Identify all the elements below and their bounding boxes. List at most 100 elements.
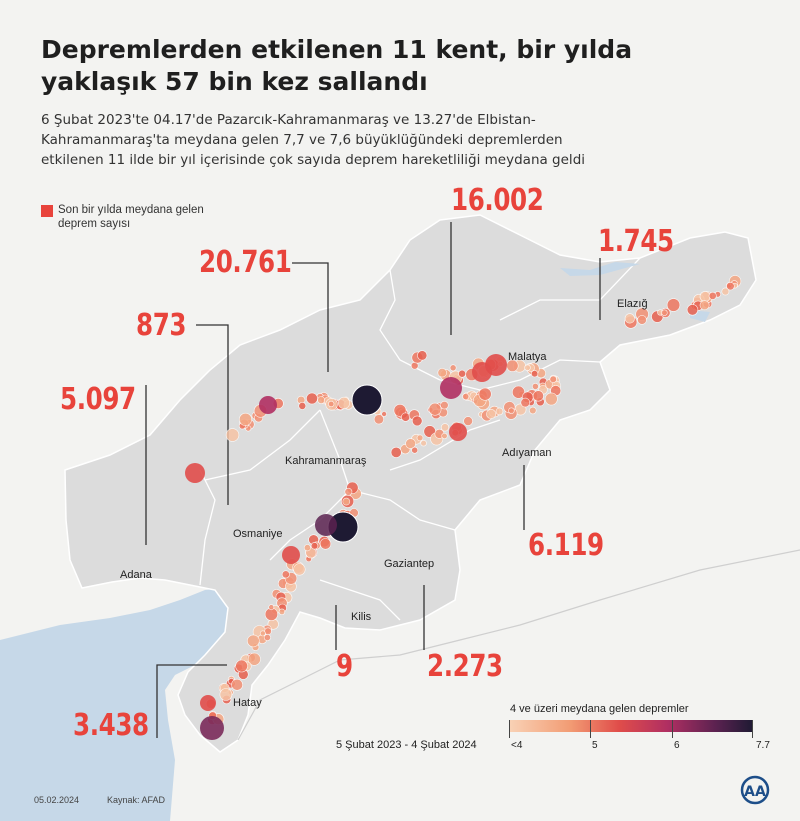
aftershock-dot xyxy=(317,396,326,404)
aftershock-dot xyxy=(699,300,710,311)
city-label-adana: Adana xyxy=(120,569,152,581)
aftershock-dot xyxy=(310,542,319,550)
aftershock-dot xyxy=(437,368,447,378)
aftershock-dot xyxy=(293,563,306,576)
scale-label: 7.7 xyxy=(756,740,770,751)
aftershock-dot xyxy=(337,396,350,409)
city-label-kahramanmaras: Kahramanmaraş xyxy=(285,455,367,467)
aftershock-dot xyxy=(440,423,450,432)
aftershock-dot xyxy=(549,375,557,383)
aftershock-dot xyxy=(495,407,504,416)
major-quakes xyxy=(185,354,507,740)
aftershock-dot xyxy=(405,438,416,449)
aftershock-dot xyxy=(298,401,307,410)
major-quake-marker xyxy=(185,463,205,483)
aftershock-dot xyxy=(417,350,428,361)
aa-logo-icon: AA xyxy=(740,775,770,805)
major-quake-marker xyxy=(200,695,216,711)
major-quake-marker xyxy=(351,384,383,416)
city-label-hatay: Hatay xyxy=(233,697,262,709)
page-subtitle: 6 Şubat 2023'te 04.17'de Pazarcık-Kahram… xyxy=(41,112,586,168)
period-label: 5 Şubat 2023 - 4 Şubat 2024 xyxy=(336,739,477,751)
count-elazig: 1.745 xyxy=(598,224,674,259)
aftershock-dot xyxy=(726,282,735,291)
aftershock-dot xyxy=(344,487,353,496)
earthquake-dots xyxy=(205,275,742,726)
footer-date: 05.02.2024 xyxy=(34,795,80,805)
province-borders xyxy=(199,257,641,621)
leader-lines xyxy=(145,222,601,738)
aftershock-dot xyxy=(420,440,427,447)
aftershock-dot xyxy=(486,408,497,419)
scale-label: 6 xyxy=(674,740,680,751)
aftershock-dot xyxy=(428,402,442,416)
aftershock-dot xyxy=(416,434,424,442)
major-quake-marker xyxy=(440,377,462,399)
major-quake-marker xyxy=(315,514,337,536)
aftershock-dot xyxy=(462,393,470,401)
aftershock-dot xyxy=(319,538,332,550)
aftershock-dot xyxy=(440,401,449,410)
aftershock-dot xyxy=(259,630,266,637)
count-osmaniye: 873 xyxy=(136,308,187,343)
aftershock-dot xyxy=(390,446,402,458)
count-hatay: 3.438 xyxy=(73,708,149,743)
aftershock-dot xyxy=(544,392,558,406)
aftershock-dot xyxy=(303,544,311,552)
aftershock-dot xyxy=(637,315,647,325)
scale-label: <4 xyxy=(511,740,523,751)
aftershock-dot xyxy=(529,406,537,415)
city-label-elazig: Elazığ xyxy=(617,298,648,310)
affected-region xyxy=(64,214,757,753)
aftershock-dot xyxy=(268,604,275,611)
sea xyxy=(0,588,232,821)
aftershock-dot xyxy=(441,432,448,440)
legend-swatch xyxy=(41,205,53,217)
magnitude-scale-bar xyxy=(509,720,753,732)
page-title: Depremlerden etkilenen 11 kent, bir yıld… xyxy=(41,35,633,96)
city-label-gaziantep: Gaziantep xyxy=(384,558,435,570)
scale-tick xyxy=(509,720,510,738)
aftershock-dot xyxy=(666,298,681,312)
scale-tick xyxy=(672,720,673,738)
major-quake-marker xyxy=(200,716,224,740)
aftershock-dot xyxy=(532,382,539,390)
aftershock-dot xyxy=(235,659,248,673)
footer-source: Kaynak: AFAD xyxy=(107,795,166,805)
count-kilis: 9 xyxy=(336,649,353,684)
scale-label: 5 xyxy=(592,740,598,751)
aftershock-dot xyxy=(524,364,531,371)
aftershock-dot xyxy=(449,364,457,372)
aftershock-dot xyxy=(219,688,233,701)
aftershock-dot xyxy=(231,678,243,691)
aftershock-dot xyxy=(328,400,335,408)
magnitude-scale-title: 4 ve üzeri meydana gelen depremler xyxy=(510,703,689,715)
aftershock-dot xyxy=(306,392,318,405)
aftershock-dot xyxy=(278,608,286,615)
legend-label: Son bir yılda meydana gelen deprem sayıs… xyxy=(58,204,204,230)
aftershock-dot xyxy=(381,411,387,417)
aftershock-dot xyxy=(281,570,290,579)
aftershock-dot xyxy=(708,291,717,300)
aftershock-dot xyxy=(463,416,473,426)
city-label-malatya: Malatya xyxy=(508,351,547,363)
aftershock-dot xyxy=(511,385,525,399)
count-adiyaman: 6.119 xyxy=(528,528,604,563)
aftershock-dot xyxy=(624,313,635,324)
aftershock-dot xyxy=(661,309,668,316)
aftershock-dot xyxy=(508,407,515,414)
aftershock-dot xyxy=(686,304,699,316)
city-label-adiyaman: Adıyaman xyxy=(502,447,552,459)
aftershock-dot xyxy=(247,634,260,648)
aftershock-dot xyxy=(401,412,411,422)
city-label-osmaniye: Osmaniye xyxy=(233,528,283,540)
aftershock-dot xyxy=(532,390,544,402)
count-malatya: 16.002 xyxy=(451,183,544,218)
city-label-kilis: Kilis xyxy=(351,611,372,623)
major-quake-marker xyxy=(449,423,467,441)
aftershock-dot xyxy=(530,370,539,378)
aftershock-dot xyxy=(699,291,711,302)
major-quake-marker xyxy=(259,396,277,414)
scale-tick xyxy=(590,720,591,738)
